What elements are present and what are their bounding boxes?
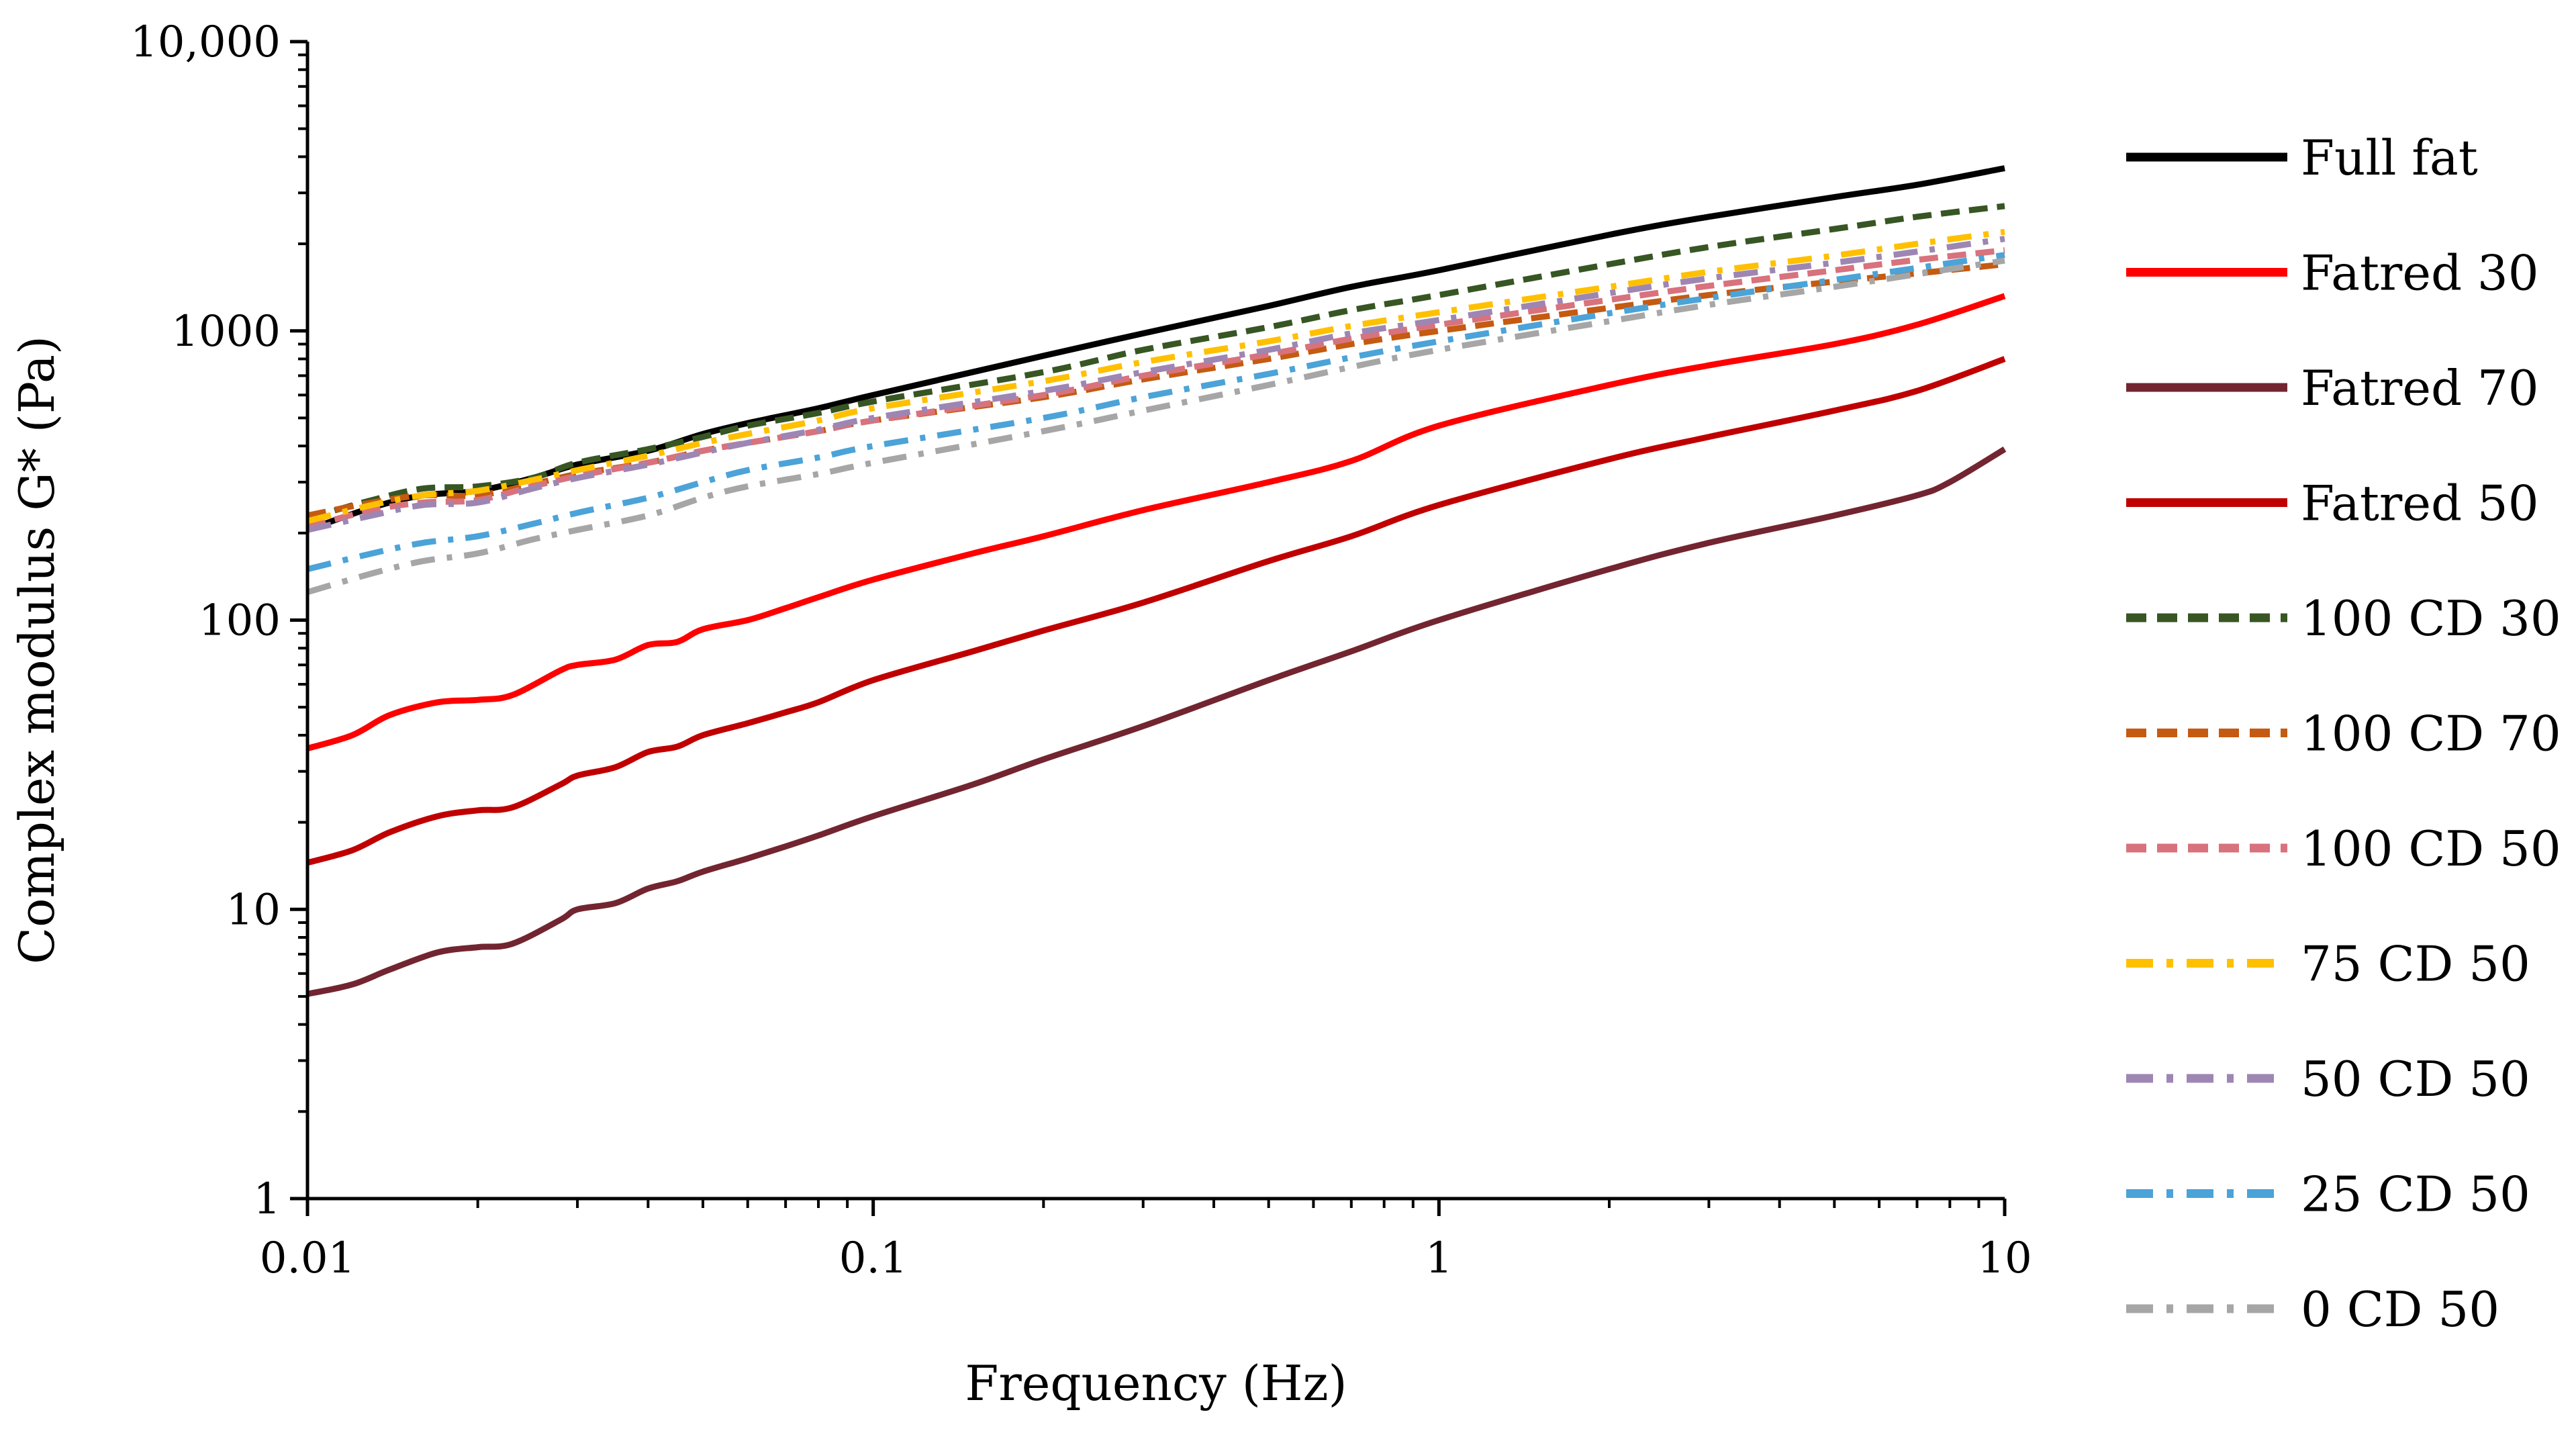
legend-label: Fatred 50 — [2301, 475, 2539, 532]
legend-label: Fatred 30 — [2301, 245, 2539, 301]
x-tick-label: 0.01 — [260, 1234, 356, 1283]
y-tick-label: 1 — [253, 1174, 281, 1224]
legend-label: 100 CD 30 — [2301, 590, 2561, 647]
series-line-fatred-50 — [306, 356, 2006, 866]
legend-label: 75 CD 50 — [2301, 936, 2530, 992]
y-tick-label: 10,000 — [130, 17, 281, 67]
legend-label: 100 CD 50 — [2301, 821, 2561, 877]
legend-label: 25 CD 50 — [2301, 1166, 2530, 1223]
y-tick-label: 1000 — [171, 307, 281, 357]
legend-label: 0 CD 50 — [2301, 1281, 2499, 1338]
x-tick-label: 10 — [1977, 1234, 2032, 1283]
legend-label: 100 CD 70 — [2301, 706, 2561, 762]
series-line-fatred-30 — [306, 293, 2006, 751]
x-axis-title: Frequency (Hz) — [965, 1355, 1347, 1411]
y-tick-label: 10 — [226, 885, 281, 935]
axes-layer: 1 10 100 1000 10,000 0.01 0.1 1 10 — [130, 17, 2032, 1283]
series-line-0-cd-50 — [306, 257, 2005, 596]
y-tick-label: 100 — [199, 596, 281, 646]
legend: Full fat Fatred 30 Fatred 70 Fatred 50 100 C… — [2126, 130, 2561, 1338]
y-axis-title: Complex modulus G* (Pa) — [9, 336, 65, 964]
legend-label: Fatred 70 — [2301, 360, 2539, 416]
series-layer — [306, 165, 2007, 997]
legend-label: Full fat — [2301, 130, 2478, 186]
x-tick-label: 1 — [1425, 1234, 1453, 1283]
series-line-fatred-70 — [307, 447, 2007, 997]
series-line-75-cd-50 — [306, 228, 2005, 524]
legend-label: 50 CD 50 — [2301, 1051, 2530, 1107]
x-tick-label: 0.1 — [839, 1234, 908, 1283]
series-line-25-cd-50 — [306, 252, 2005, 572]
series-line-50-cd-50 — [307, 236, 2005, 533]
